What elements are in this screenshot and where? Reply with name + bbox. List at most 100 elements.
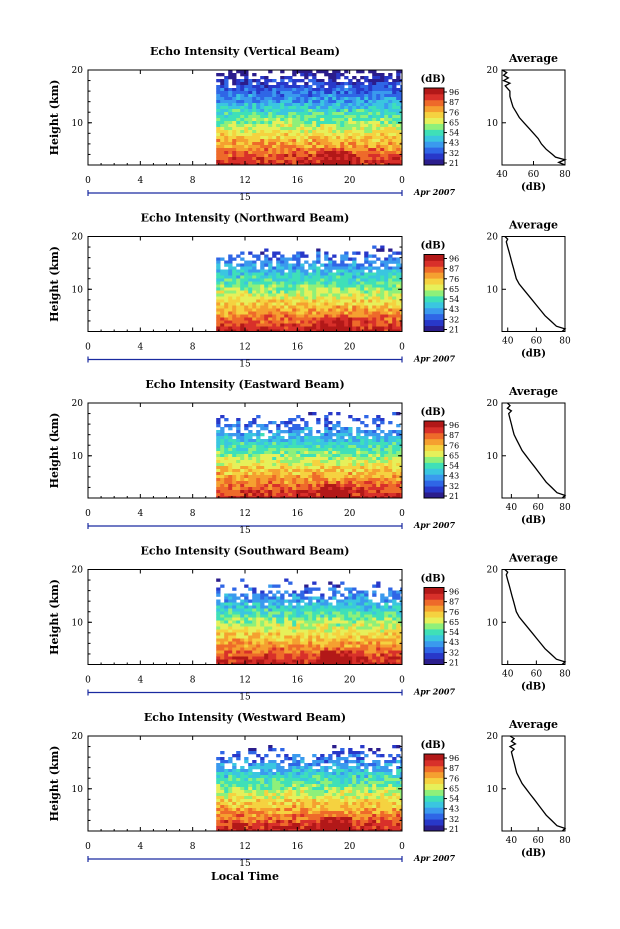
heatmap-cell	[332, 157, 337, 161]
heatmap-cell	[220, 478, 225, 482]
heatmap-cell	[348, 596, 353, 600]
heatmap-cell	[328, 287, 333, 291]
heatmap-cell	[396, 281, 401, 285]
heatmap-cell	[296, 305, 301, 309]
heatmap-cell	[300, 85, 305, 89]
heatmap-cell	[236, 463, 241, 467]
heatmap-cell	[272, 662, 277, 665]
heatmap-cell	[288, 433, 293, 437]
heatmap-cell	[376, 163, 381, 165]
heatmap-cell	[284, 487, 289, 491]
heatmap-cell	[224, 148, 229, 152]
heatmap-cell	[280, 91, 285, 95]
heatmap-cell	[268, 620, 273, 624]
heatmap-cell	[320, 296, 325, 300]
heatmap-cell	[276, 433, 281, 437]
heatmap-cell	[260, 478, 265, 482]
heatmap-cell	[392, 463, 397, 467]
heatmap-cell	[236, 653, 241, 657]
heatmap-cell	[272, 623, 277, 627]
heatmap-cell	[368, 487, 373, 491]
heatmap-cell	[328, 436, 333, 440]
heatmap-cell	[252, 103, 257, 107]
heatmap-cell	[272, 308, 277, 312]
heatmap-cell	[264, 151, 269, 155]
heatmap-cell	[328, 608, 333, 612]
heatmap-cell	[272, 433, 277, 437]
heatmap-cell	[316, 269, 321, 273]
heatmap-cell	[308, 142, 313, 146]
heatmap-cell	[280, 617, 285, 621]
heatmap-cell	[380, 133, 385, 137]
heatmap-cell	[244, 94, 249, 98]
heatmap-cell	[248, 290, 253, 294]
heatmap-cell	[236, 659, 241, 663]
heatmap-cell	[252, 100, 257, 104]
heatmap-cell	[360, 638, 365, 642]
heatmap-cell	[308, 308, 313, 312]
heatmap-cell	[312, 623, 317, 627]
heatmap-cell	[356, 151, 361, 155]
heatmap-cell	[268, 91, 273, 95]
heatmap-cell	[344, 320, 349, 324]
heatmap-cell	[400, 160, 402, 164]
heatmap-cell	[228, 124, 233, 128]
heatmap-cell	[288, 97, 293, 101]
heatmap-cell	[216, 445, 221, 449]
heatmap-cell	[364, 487, 369, 491]
heatmap-cell	[324, 641, 329, 645]
heatmap-cell	[304, 608, 309, 612]
heatmap-cell	[292, 451, 297, 455]
heatmap-cell	[312, 596, 317, 600]
heatmap-cell	[328, 430, 333, 434]
heatmap-cell	[324, 662, 329, 665]
heatmap-cell	[220, 317, 225, 321]
heatmap-cell	[348, 415, 353, 419]
heatmap-cell	[264, 644, 269, 648]
heatmap-cell	[216, 481, 221, 485]
heatmap-cell	[260, 329, 265, 332]
heatmap-cell	[384, 290, 389, 294]
heatmap-cell	[256, 481, 261, 485]
heatmap-cell	[272, 124, 277, 128]
colorbar-segment	[424, 474, 444, 481]
heatmap-cell	[324, 254, 329, 258]
heatmap-cell	[336, 448, 341, 452]
heatmap-cell	[356, 278, 361, 282]
heatmap-cell	[320, 593, 325, 597]
heatmap-cell	[276, 475, 281, 479]
heatmap-cell	[300, 251, 305, 255]
heatmap-cell	[356, 469, 361, 473]
heatmap-cell	[308, 436, 313, 440]
heatmap-cell	[268, 103, 273, 107]
heatmap-cell	[312, 629, 317, 633]
heatmap-cell	[276, 272, 281, 276]
heatmap-cell	[352, 475, 357, 479]
heatmap-cell	[228, 490, 233, 494]
heatmap-cell	[316, 421, 321, 425]
heatmap-cell	[388, 269, 393, 273]
heatmap-cell	[336, 656, 341, 660]
heatmap-cell	[396, 439, 401, 443]
heatmap-cell	[288, 118, 293, 122]
heatmap-cell	[232, 611, 237, 615]
heatmap-cell	[324, 436, 329, 440]
heatmap-cell	[228, 299, 233, 303]
heatmap-cell	[292, 118, 297, 122]
heatmap-cell	[324, 487, 329, 491]
heatmap-cell	[264, 118, 269, 122]
heatmap-cell	[308, 466, 313, 470]
heatmap-cell	[224, 127, 229, 131]
heatmap-cell	[312, 650, 317, 654]
heatmap-cell	[328, 644, 333, 648]
heatmap-cell	[340, 620, 345, 624]
colorbar-segment	[424, 313, 444, 321]
heatmap-cell	[312, 412, 317, 416]
heatmap-cell	[304, 481, 309, 485]
heatmap-cell	[284, 466, 289, 470]
heatmap-cell	[392, 163, 397, 165]
heatmap-cell	[360, 290, 365, 294]
heatmap-cell	[244, 302, 249, 306]
heatmap-cell	[372, 478, 377, 482]
heatmap-cell	[268, 487, 273, 491]
